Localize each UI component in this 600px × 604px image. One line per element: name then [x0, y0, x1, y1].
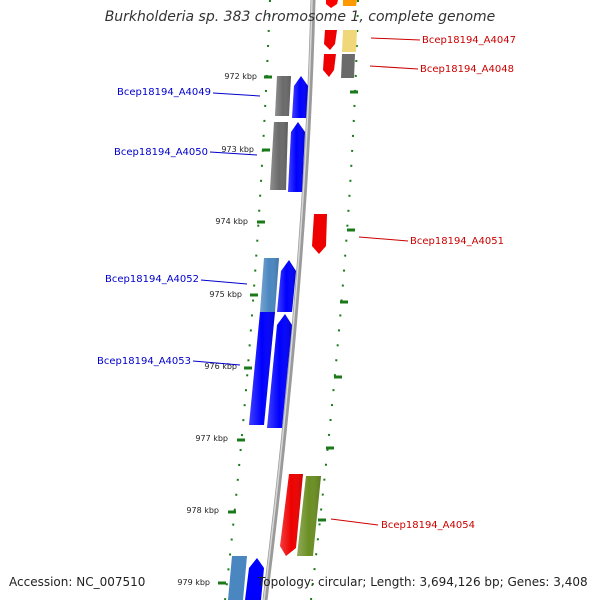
tick-label-976: 976 kbp	[204, 362, 237, 371]
gene-label-a4051[interactable]: Bcep18194_A4051	[410, 236, 504, 247]
inner-ring-dots	[224, 0, 271, 601]
gene-label-a4047[interactable]: Bcep18194_A4047	[422, 35, 516, 46]
cds-feature-bottom	[245, 558, 264, 600]
leader-a4051	[358, 236, 409, 242]
gene-label-a4052[interactable]: Bcep18194_A4052	[105, 274, 199, 285]
feature-gray-a4048	[341, 54, 355, 78]
shade-a4052	[277, 260, 296, 312]
gene-label-a4048[interactable]: Bcep18194_A4048	[420, 64, 514, 75]
shade-gray-a4050	[270, 122, 288, 190]
reverse-strand-features	[280, 0, 357, 556]
shade-gray-a4049	[275, 76, 291, 116]
leader-a4052	[200, 279, 248, 285]
gene-label-a4054[interactable]: Bcep18194_A4054	[381, 520, 475, 531]
feature-olive-shade	[297, 476, 321, 556]
gene-label-a4050[interactable]: Bcep18194_A4050	[114, 147, 208, 158]
shade-a4050	[288, 122, 305, 192]
shade-a4053-left	[249, 312, 275, 425]
cds-feature-top-orange	[343, 0, 357, 6]
shade-a4049	[292, 76, 308, 118]
feature-steelblue-bottom	[228, 556, 247, 600]
tick-label-979: 979 kbp	[177, 578, 210, 587]
gene-label-a4053[interactable]: Bcep18194_A4053	[97, 356, 191, 367]
tick-label-977: 977 kbp	[195, 434, 228, 443]
outer-ring-dots	[310, 0, 359, 601]
tick-label-978: 978 kbp	[186, 506, 219, 515]
map-title: Burkholderia sp. 383 chromosome 1, compl…	[104, 9, 496, 25]
cds-feature-a4054-shade	[280, 474, 303, 556]
leader-a4047	[370, 37, 421, 41]
shade-a4053	[267, 314, 292, 428]
cds-feature-a4047	[324, 30, 337, 50]
leader-a4048	[369, 65, 419, 70]
leader-a4049	[212, 92, 261, 97]
tick-label-974: 974 kbp	[215, 217, 248, 226]
feature-shading	[249, 76, 308, 428]
gene-label-a4049[interactable]: Bcep18194_A4049	[117, 87, 211, 98]
cds-feature-a4047-top	[326, 0, 338, 8]
cds-feature-a4048	[323, 54, 336, 77]
feature-khaki	[342, 30, 357, 52]
genome-backbone-highlight	[263, 0, 313, 601]
genome-backbone	[262, 0, 316, 601]
topology-text: Topology: circular; Length: 3,694,126 bp…	[258, 575, 588, 589]
tick-label-972: 972 kbp	[224, 72, 257, 81]
leader-a4054	[330, 518, 379, 526]
shade-steelblue	[260, 258, 279, 312]
cds-feature-a4051	[312, 214, 327, 254]
major-ticks	[218, 75, 358, 585]
leader-lines	[192, 37, 421, 526]
leader-a4050	[209, 151, 258, 156]
tick-label-973: 973 kbp	[221, 145, 254, 154]
tick-label-975: 975 kbp	[209, 290, 242, 299]
accession-text: Accession: NC_007510	[9, 575, 146, 589]
leader-a4053	[192, 360, 241, 366]
